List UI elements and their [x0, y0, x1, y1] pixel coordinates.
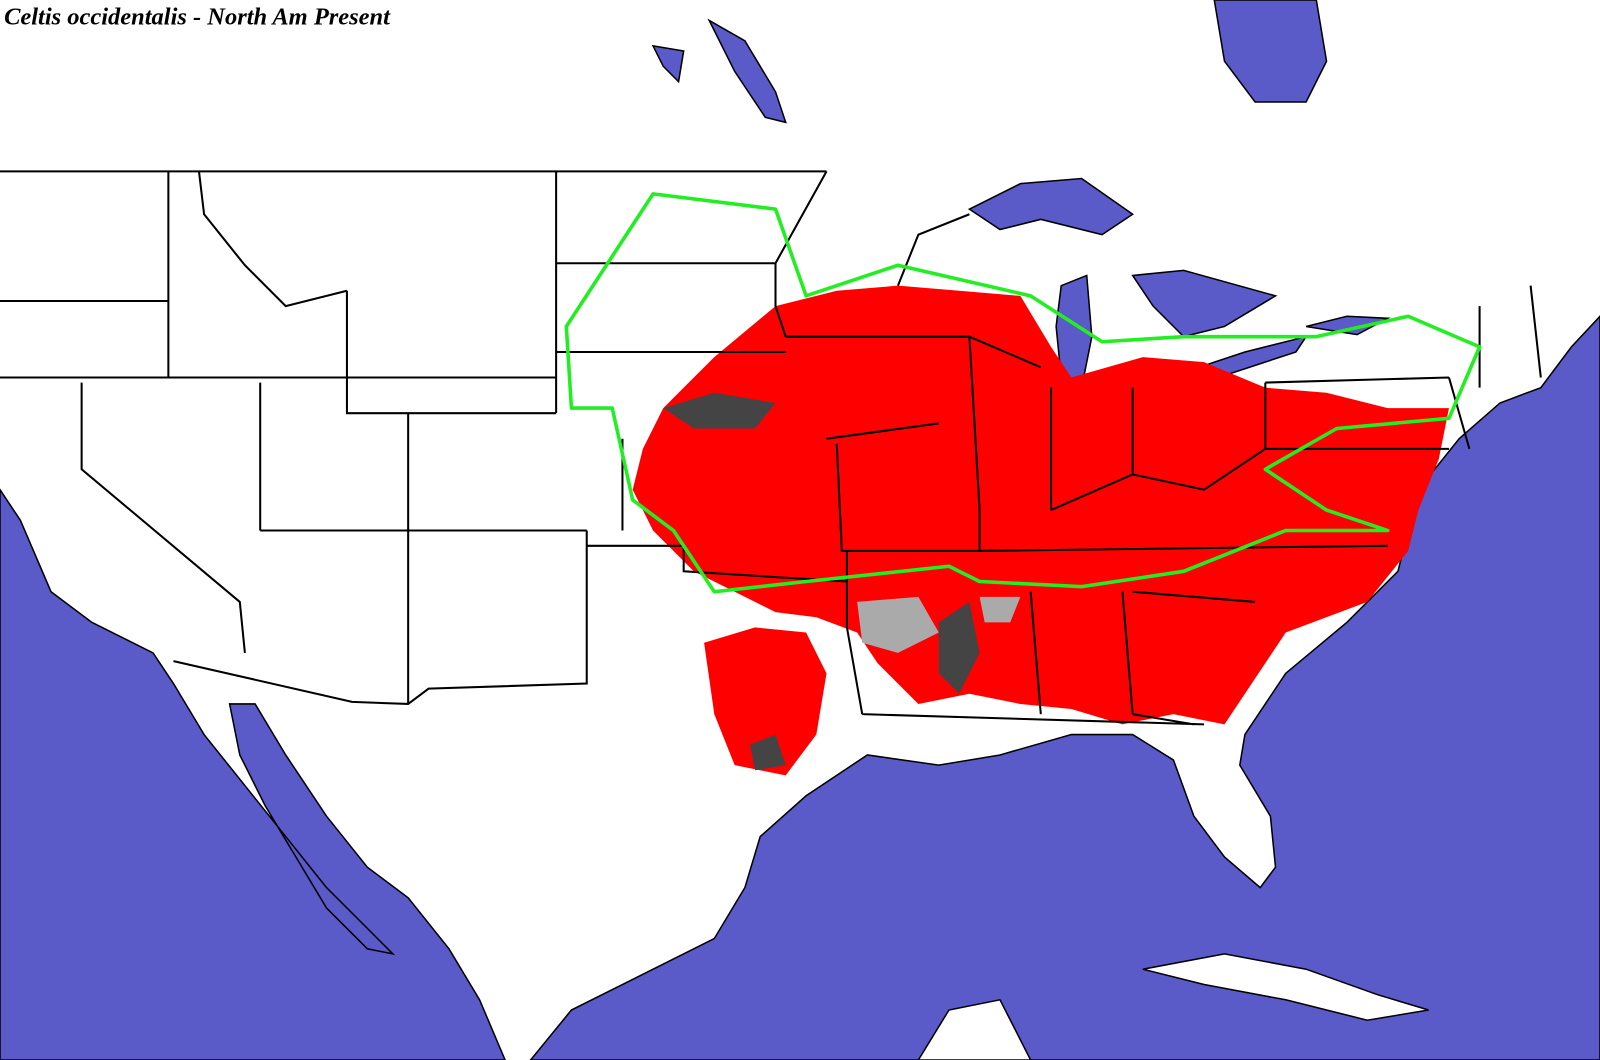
state-borders — [0, 170, 1542, 726]
range-kansas-dark — [663, 392, 776, 429]
range-texas — [704, 627, 827, 776]
range-delta — [938, 601, 980, 694]
lake-huron — [1131, 269, 1278, 338]
map-title: Celtis occidentalis - North Am Present — [4, 3, 391, 30]
lake-superior — [967, 177, 1135, 236]
lake-winnipeg — [707, 18, 787, 124]
hudson-bay — [1213, 0, 1328, 103]
cuba — [1142, 953, 1429, 1021]
atlantic-gulf — [529, 315, 1600, 1060]
pacific-ocean — [0, 488, 506, 1060]
range-main — [632, 285, 1449, 725]
range-texas-dark — [750, 734, 786, 771]
yucatan — [917, 998, 1032, 1060]
range-gray — [857, 596, 1021, 653]
range-outline — [564, 192, 1482, 594]
lake-manitoba — [651, 44, 685, 84]
